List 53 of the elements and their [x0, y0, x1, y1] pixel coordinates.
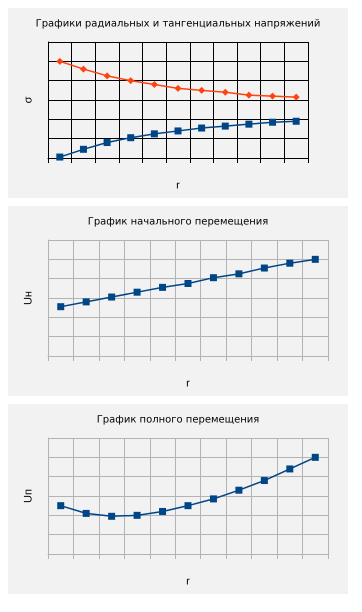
point [104, 139, 111, 146]
point [260, 477, 268, 484]
point [222, 122, 229, 130]
point [245, 120, 252, 128]
point [286, 465, 294, 472]
point [127, 77, 134, 84]
point [150, 81, 158, 88]
point [312, 454, 319, 461]
point [245, 92, 252, 99]
point [56, 154, 64, 161]
point [159, 284, 166, 291]
point [82, 510, 90, 517]
x-axis-title: r [186, 378, 190, 390]
chart-title: График полного перемещения [96, 414, 260, 426]
point [312, 256, 319, 263]
chart-title: Графики радиальных и тангенциальных напряжений [36, 18, 320, 30]
point [235, 270, 242, 278]
point [222, 88, 229, 96]
x-axis-title: r [176, 180, 180, 192]
point [57, 303, 64, 310]
point [184, 502, 192, 510]
point [174, 84, 182, 92]
point [80, 66, 87, 73]
point [198, 124, 206, 132]
point [235, 486, 242, 494]
point [260, 264, 268, 272]
point [292, 118, 300, 125]
y-axis-title: Uн [22, 290, 34, 306]
point [174, 127, 182, 134]
point [150, 130, 158, 138]
point [269, 92, 276, 100]
point [210, 495, 217, 502]
point [269, 118, 276, 126]
point [104, 72, 111, 80]
point [57, 502, 64, 510]
point [286, 260, 294, 267]
y-axis-title: σ [22, 96, 34, 104]
chart-title: График начального перемещения [88, 216, 268, 228]
point [292, 94, 300, 101]
point [56, 58, 64, 65]
point [108, 294, 116, 301]
point [108, 512, 116, 520]
y-axis-title: Uп [22, 489, 34, 503]
point [159, 508, 166, 515]
x-axis-title: r [186, 576, 190, 588]
point [80, 146, 87, 153]
point [134, 288, 141, 296]
point [134, 512, 141, 519]
point [82, 298, 90, 306]
point [184, 280, 192, 287]
point [198, 86, 206, 94]
point [210, 274, 217, 282]
point [127, 134, 134, 142]
